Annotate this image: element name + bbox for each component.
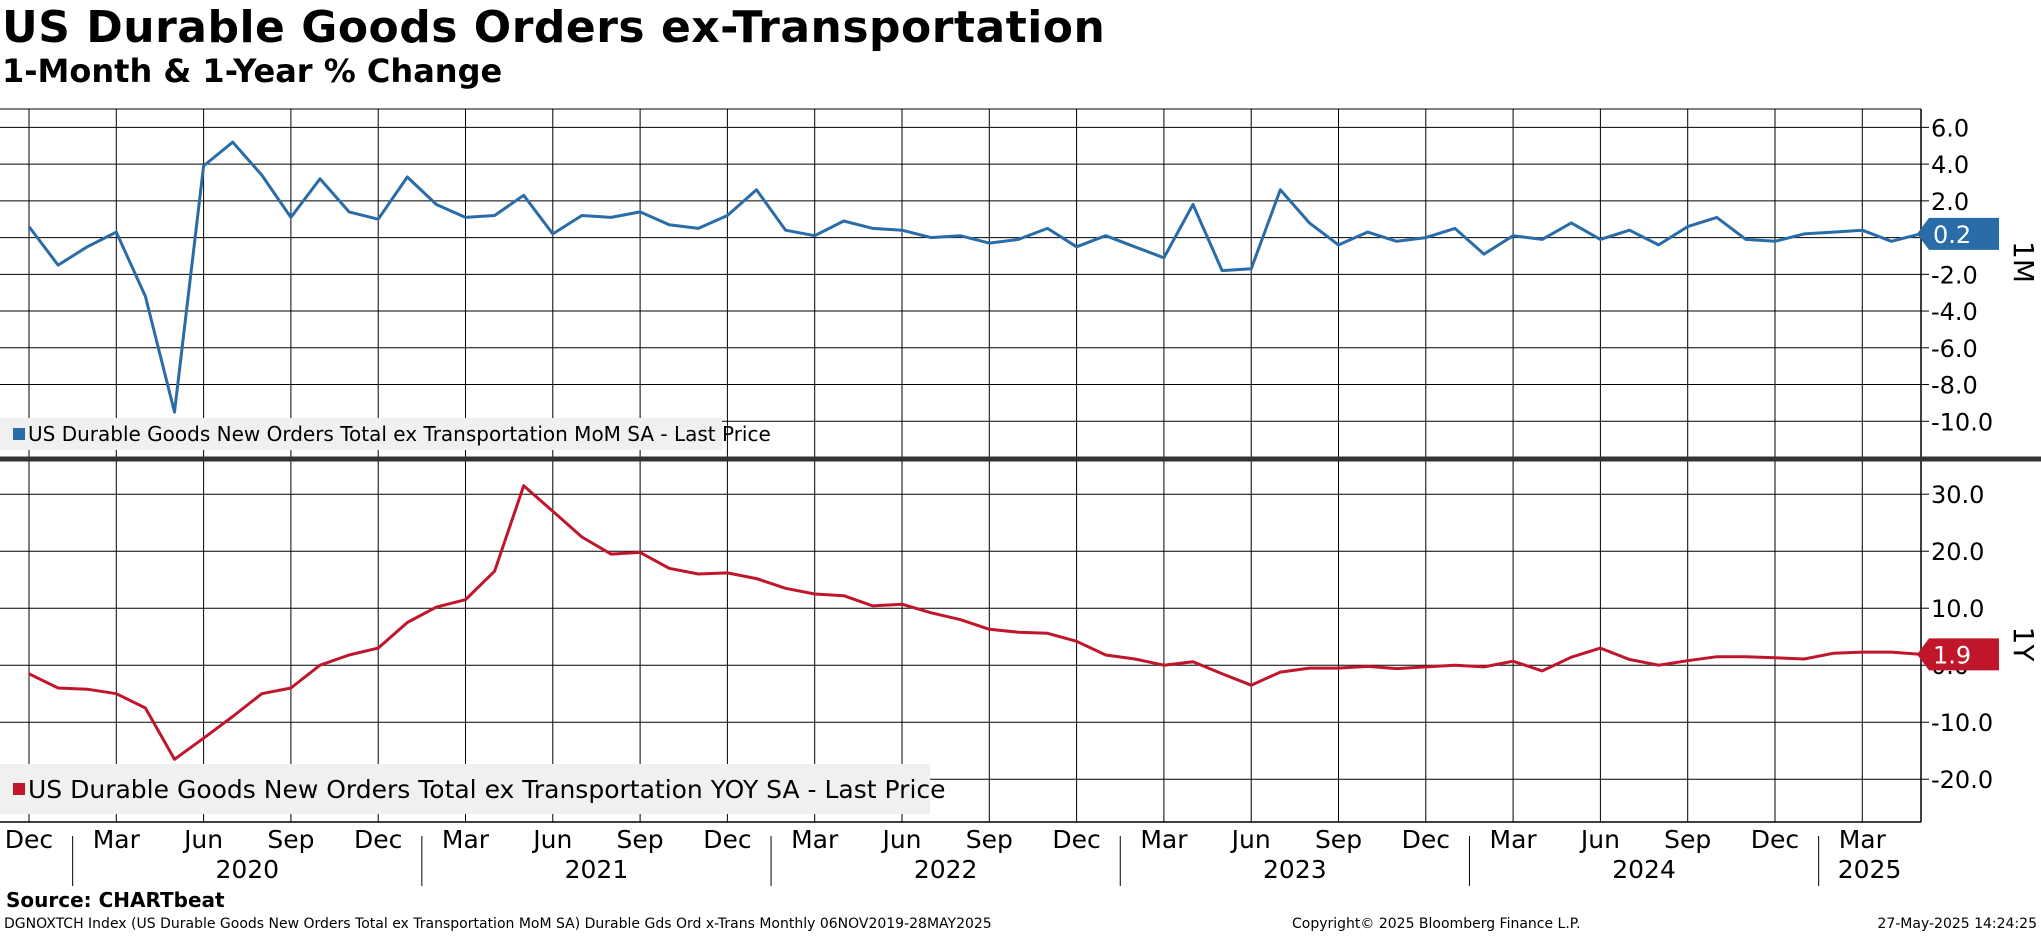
legend-swatch [13,428,25,440]
x-tick-label: Dec [1402,825,1450,854]
x-year-label: 2021 [565,855,629,884]
chart-subtitle: 1-Month & 1-Year % Change [2,52,503,90]
x-tick-label: Jun [531,825,572,854]
y-tick-label: -2.0 [1931,261,1978,289]
x-tick-label: Dec [354,825,402,854]
x-tick-label: Sep [1664,825,1711,854]
footer-copyright: Copyright© 2025 Bloomberg Finance L.P. [1292,916,1581,932]
x-tick-label: Dec [5,825,53,854]
x-tick-label: Mar [1839,825,1887,854]
x-tick-label: Jun [880,825,921,854]
last-value-tag [1917,217,1999,250]
source-note: Source: CHARTbeat [6,888,225,912]
y-tick-label: -20.0 [1931,766,1993,794]
legend-label: US Durable Goods New Orders Total ex Tra… [28,422,771,446]
y-tick-label: 2.0 [1931,188,1969,216]
x-year-label: 2020 [215,855,279,884]
x-tick-label: Sep [267,825,314,854]
x-tick-label: Dec [703,825,751,854]
x-tick-label: Sep [617,825,664,854]
panel-label-1y: 1Y [2007,627,2040,663]
last-value-label: 0.2 [1933,221,1971,249]
chart-title: US Durable Goods Orders ex-Transportatio… [2,2,1106,53]
y-tick-label: 20.0 [1931,538,1984,566]
y-tick-label: 6.0 [1931,114,1969,142]
legend-box [0,764,930,814]
x-tick-label: Jun [1230,825,1271,854]
y-tick-label: -6.0 [1931,335,1978,363]
x-tick-label: Mar [791,825,839,854]
y-tick-label: 4.0 [1931,151,1969,179]
y-tick-label: -4.0 [1931,298,1978,326]
x-tick-label: Dec [1052,825,1100,854]
footer-description: DGNOXTCH Index (US Durable Goods New Ord… [4,916,992,932]
last-value-tag [1917,638,1999,671]
panel-label-1m: 1M [2007,241,2040,283]
x-tick-label: Mar [1490,825,1538,854]
x-year-label: 2023 [1263,855,1327,884]
y-tick-label: -10.0 [1931,709,1993,737]
x-tick-label: Sep [1315,825,1362,854]
y-tick-label: -10.0 [1931,408,1993,436]
series-line-1y [28,484,1921,761]
x-tick-label: Mar [442,825,490,854]
x-year-label: 2025 [1838,855,1902,884]
x-tick-label: Sep [966,825,1013,854]
legend-box [0,418,722,450]
x-tick-label: Dec [1751,825,1799,854]
x-year-label: 2022 [914,855,978,884]
legend-label: US Durable Goods New Orders Total ex Tra… [28,775,946,804]
x-tick-label: Mar [93,825,141,854]
y-tick-label: 30.0 [1931,481,1984,509]
x-year-label: 2024 [1612,855,1676,884]
y-tick-label: -8.0 [1931,372,1978,400]
x-tick-label: Mar [1140,825,1188,854]
chart-area: 6.0 4.0 2.0 -2.0 -4.0 -6.0 -8.0 -10.0 1M 0.2 US Du… [0,108,2041,886]
x-tick-label: Jun [182,825,223,854]
series-line-1m [27,140,1921,414]
legend-swatch [13,783,25,795]
y-tick-label: 10.0 [1931,595,1984,623]
footer-timestamp: 27-May-2025 14:24:25 [1877,916,2037,932]
x-tick-label: Jun [1579,825,1620,854]
last-value-label: 1.9 [1933,641,1971,669]
